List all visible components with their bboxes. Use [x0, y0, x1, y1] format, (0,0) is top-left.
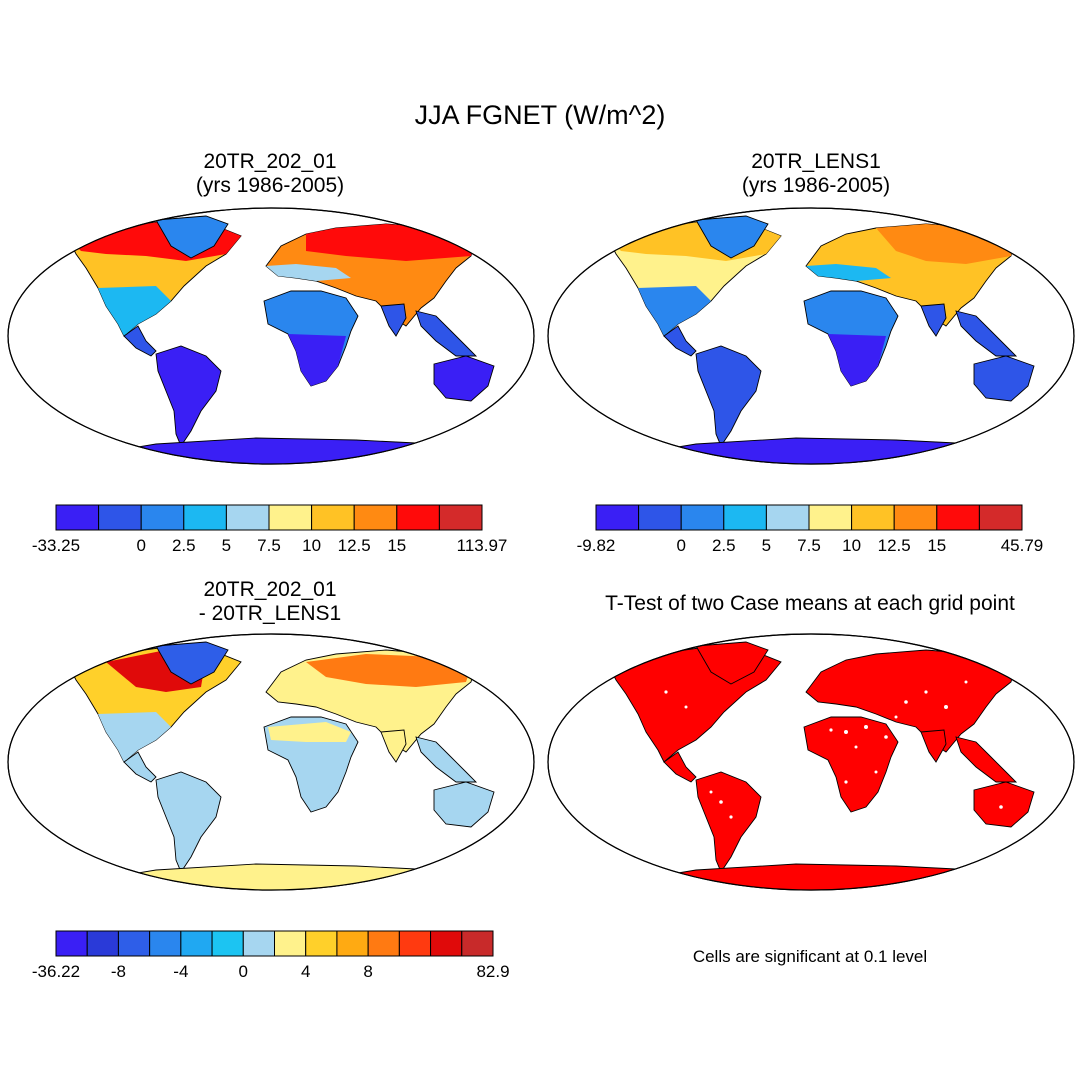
- panel-4-title: T-Test of two Case means at each grid po…: [605, 592, 1015, 615]
- colorbar-box: [638, 504, 682, 531]
- colorbar-tick-label: 5: [762, 536, 771, 555]
- colorbar-box: [305, 930, 338, 957]
- colorbar-box: [680, 504, 725, 531]
- colorbar-tick-label: 7.5: [797, 536, 821, 555]
- panel-2-title-line1: 20TR_LENS1: [751, 150, 881, 173]
- colorbar-box: [183, 504, 227, 531]
- colorbar-box: [893, 504, 938, 531]
- colorbar-box: [438, 504, 483, 531]
- colorbar-tick-label: -8: [111, 962, 126, 981]
- colorbar-box: [936, 504, 980, 531]
- panel-3-map: [7, 633, 535, 891]
- panel-3-colorbar: -36.22 -8 -4 0 4 8 82.9: [32, 930, 510, 981]
- colorbar-box: [211, 930, 244, 957]
- colorbar-box: [268, 504, 313, 531]
- colorbar-tick-label: -4: [173, 962, 188, 981]
- colorbar-box: [149, 930, 182, 957]
- colorbar-box: [461, 930, 494, 957]
- colorbar-box: [595, 504, 640, 531]
- panel-1-title-line1: 20TR_202_01: [203, 150, 337, 173]
- colorbar-tick-label: 12.5: [878, 536, 911, 555]
- colorbar-box: [180, 930, 213, 957]
- colorbar-box: [367, 930, 400, 957]
- colorbar-tick-label: -33.25: [32, 536, 80, 555]
- panel-3-title: 20TR_202_01 - 20TR_LENS1: [70, 578, 470, 626]
- colorbar-box: [98, 504, 142, 531]
- panel-3-title-line1: 20TR_202_01: [203, 578, 337, 601]
- panel-1-map: [7, 207, 535, 465]
- colorbar-tick-label: 12.5: [338, 536, 371, 555]
- colorbar-tick-label: 0: [676, 536, 685, 555]
- colorbar-tick-label: 2.5: [172, 536, 196, 555]
- colorbar-box: [274, 930, 307, 957]
- panel-3-title-line2: - 20TR_LENS1: [198, 602, 342, 625]
- colorbar-box: [978, 504, 1023, 531]
- colorbar-box: [396, 504, 440, 531]
- colorbar-box: [808, 504, 853, 531]
- colorbar-box: [723, 504, 767, 531]
- colorbar-tick-label: 4: [301, 962, 310, 981]
- colorbar-tick-label: 8: [363, 962, 372, 981]
- panel-2-colorbar: -9.82 0 2.5 5 7.5 10 12.5 15 45.79: [577, 504, 1044, 555]
- colorbar-box: [225, 504, 270, 531]
- panel-2-title-line2: (yrs 1986-2005): [741, 174, 891, 197]
- colorbar-box: [55, 504, 100, 531]
- panel-2-title: 20TR_LENS1 (yrs 1986-2005): [616, 150, 1016, 198]
- colorbar-box: [55, 930, 88, 957]
- colorbar-tick-label: 5: [222, 536, 231, 555]
- colorbar-tick-label: -9.82: [577, 536, 616, 555]
- colorbar-box: [117, 930, 151, 957]
- colorbar-box: [353, 504, 398, 531]
- colorbar-tick-label: 113.97: [457, 536, 508, 555]
- colorbar-tick-label: 15: [927, 536, 946, 555]
- colorbar-tick-label: 0: [136, 536, 145, 555]
- colorbar-box: [336, 930, 369, 957]
- panel-1-colorbar: -33.25 0 2.5 5 7.5 10 12.5 15 113.97: [32, 504, 508, 555]
- panel-4-nonsignificant-speckles: [664, 680, 1003, 819]
- colorbar-box: [86, 930, 119, 957]
- panel-1-title-line2: (yrs 1986-2005): [195, 174, 345, 197]
- colorbar-box: [398, 930, 432, 957]
- colorbar-tick-label: 45.79: [1001, 536, 1044, 555]
- colorbar-box: [765, 504, 810, 531]
- colorbar-tick-label: 10: [842, 536, 861, 555]
- colorbar-tick-label: 2.5: [712, 536, 736, 555]
- colorbar-box: [242, 930, 276, 957]
- colorbar-box: [311, 504, 355, 531]
- colorbar-box: [140, 504, 185, 531]
- panel-1-title: 20TR_202_01 (yrs 1986-2005): [70, 150, 470, 198]
- colorbar-tick-label: 15: [387, 536, 406, 555]
- main-title: JJA FGNET (W/m^2): [414, 100, 666, 130]
- colorbar-box: [430, 930, 463, 957]
- colorbar-tick-label: -36.22: [32, 962, 80, 981]
- colorbar-tick-label: 0: [239, 962, 248, 981]
- significance-note: Cells are significant at 0.1 level: [692, 947, 928, 966]
- colorbar-tick-label: 82.9: [476, 962, 509, 981]
- colorbar-box: [851, 504, 895, 531]
- colorbar-tick-label: 10: [302, 536, 321, 555]
- panel-4-map: [547, 633, 1075, 891]
- colorbar-tick-label: 7.5: [257, 536, 281, 555]
- panel-2-map: [547, 207, 1075, 465]
